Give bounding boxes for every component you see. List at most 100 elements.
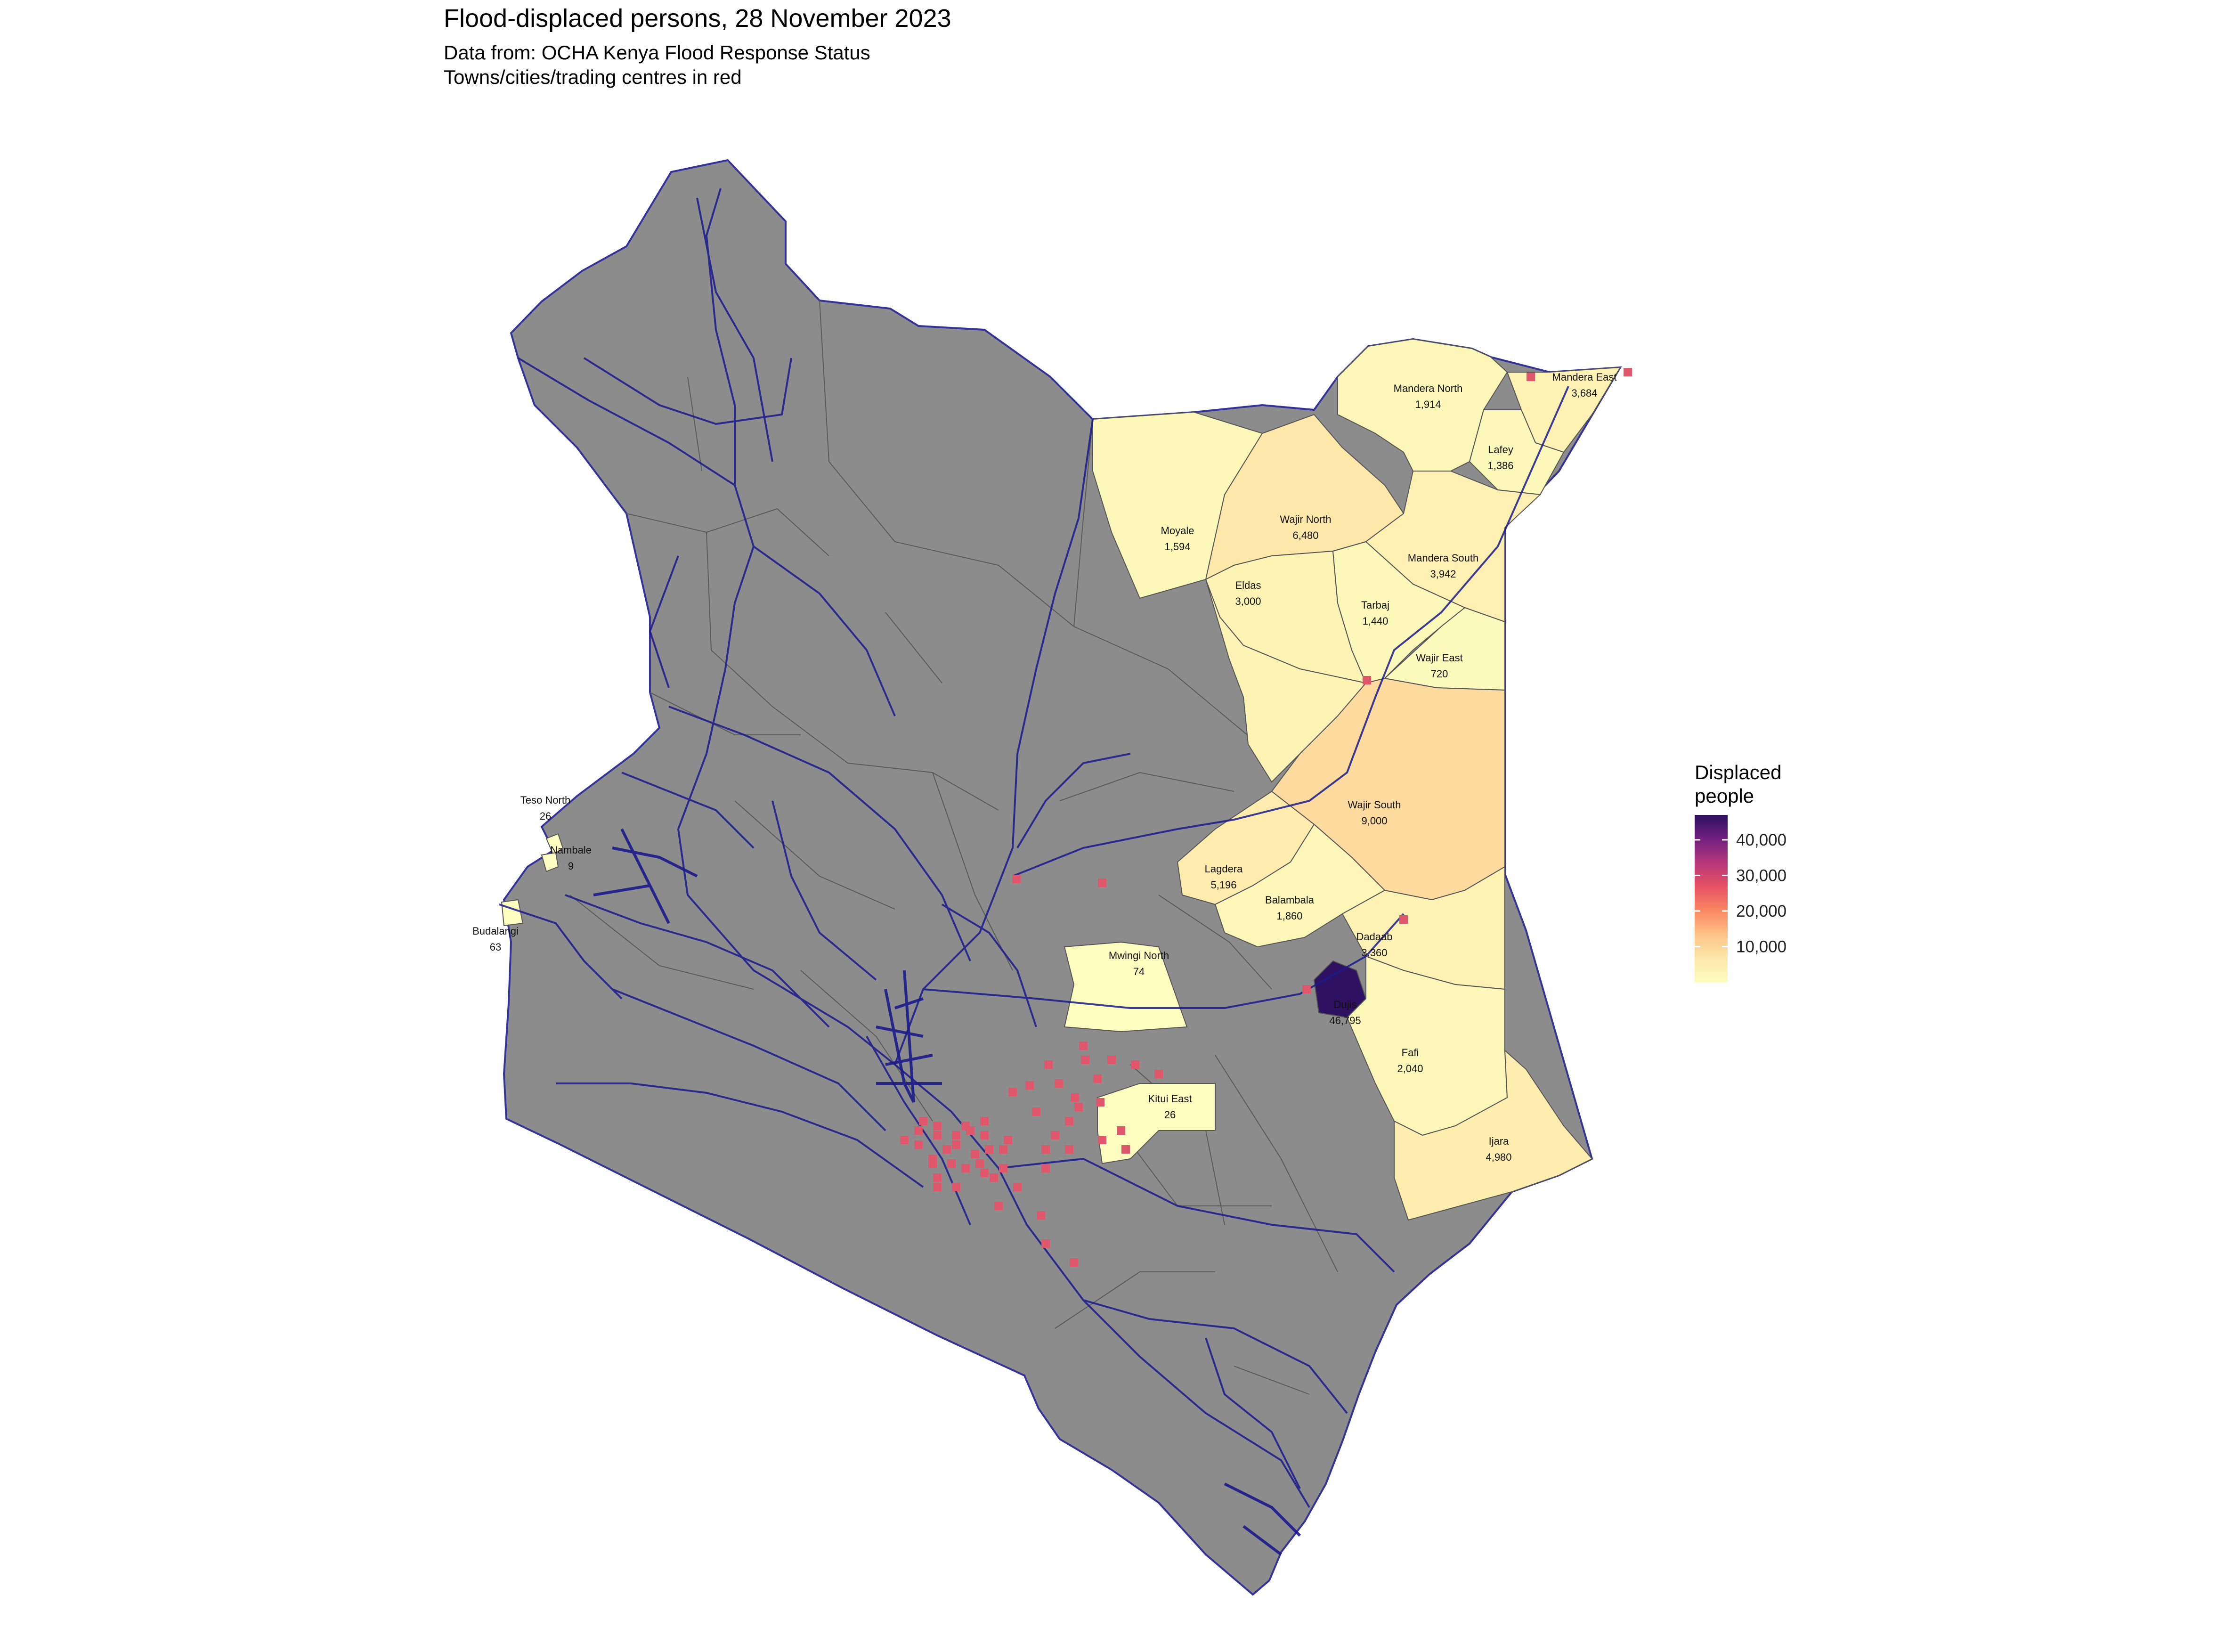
map-subtitle: Data from: OCHA Kenya Flood Response Sta… <box>444 41 870 90</box>
town-marker <box>1041 1239 1050 1248</box>
area-value-wajir-south: 9,000 <box>1361 815 1387 827</box>
town-marker <box>1154 1070 1163 1078</box>
town-marker <box>1041 1164 1050 1172</box>
area-nambale <box>541 852 559 872</box>
town-marker <box>1044 1060 1053 1069</box>
town-marker <box>985 1145 993 1154</box>
town-marker <box>1096 1098 1104 1107</box>
town-marker <box>942 1145 951 1154</box>
town-marker <box>999 1164 1007 1172</box>
area-tarbaj <box>1332 541 1466 684</box>
town-marker <box>933 1173 942 1182</box>
area-value-teso-north: 26 <box>540 810 551 822</box>
area-value-dadaab: 3,360 <box>1361 947 1387 959</box>
area-label-balambala: Balambala <box>1265 894 1315 906</box>
town-marker <box>1363 676 1371 684</box>
road-network <box>499 188 1569 1508</box>
affected-areas <box>501 338 1621 1221</box>
legend-colorbar <box>1695 815 1728 982</box>
area-label-budalangi: Budalangi <box>472 925 519 937</box>
area-value-mandera-north: 1,914 <box>1415 399 1441 410</box>
area-value-budalangi: 63 <box>490 941 501 953</box>
area-value-balambala: 1,860 <box>1276 910 1302 922</box>
road-dense-cluster <box>593 828 1301 1556</box>
town-marker <box>919 1117 927 1125</box>
area-value-mwingi-north: 74 <box>1133 966 1145 977</box>
area-label-eldas: Eldas <box>1235 579 1261 591</box>
area-label-mandera-north: Mandera North <box>1394 382 1463 394</box>
town-marker <box>1025 1081 1034 1090</box>
town-marker <box>1093 1074 1102 1083</box>
area-label-wajir-south: Wajir South <box>1348 799 1401 811</box>
town-marker <box>961 1164 970 1172</box>
area-label-moyale: Moyale <box>1161 525 1194 537</box>
area-value-eldas: 3,000 <box>1235 595 1261 607</box>
town-marker <box>1012 875 1021 883</box>
area-label-mandera-south: Mandera South <box>1408 552 1478 564</box>
area-label-wajir-north: Wajir North <box>1280 513 1331 525</box>
town-marker <box>1051 1131 1059 1139</box>
area-ijara <box>1394 1049 1593 1221</box>
town-marker <box>1527 373 1535 381</box>
town-marker <box>1070 1258 1078 1267</box>
town-marker <box>975 1159 984 1168</box>
town-marker <box>994 1202 1003 1210</box>
area-value-lafey: 1,386 <box>1487 460 1513 472</box>
legend: Displaced people 40,000 30,000 20,000 10,00… <box>1695 761 1786 982</box>
legend-tick-label: 10,000 <box>1736 937 1786 956</box>
legend-ticks: 40,000 30,000 20,000 10,000 <box>1695 831 1786 956</box>
town-marker <box>933 1122 942 1130</box>
town-marker <box>980 1131 989 1139</box>
area-label-dujis: Dujis <box>1334 999 1357 1010</box>
town-marker <box>933 1131 942 1139</box>
town-marker <box>1037 1211 1045 1220</box>
area-label-lafey: Lafey <box>1488 444 1513 456</box>
area-value-wajir-north: 6,480 <box>1292 529 1318 541</box>
town-marker <box>961 1122 970 1130</box>
area-label-teso-north: Teso North <box>520 794 570 806</box>
legend-title-line-1: Displaced <box>1695 761 1781 783</box>
town-marker <box>1399 915 1408 924</box>
legend-tick-label: 20,000 <box>1736 902 1786 920</box>
area-label-tarbaj: Tarbaj <box>1361 599 1389 611</box>
area-label-mandera-east: Mandera East <box>1552 371 1617 383</box>
area-value-kitui-east: 26 <box>1164 1109 1176 1121</box>
town-marker <box>952 1131 960 1139</box>
area-label-mwingi-north: Mwingi North <box>1109 950 1169 961</box>
town-marker <box>900 1136 909 1144</box>
area-value-mandera-east: 3,684 <box>1571 387 1597 399</box>
area-label-wajir-east: Wajir East <box>1416 652 1462 664</box>
town-marker <box>1071 1093 1079 1102</box>
town-marker <box>980 1169 989 1177</box>
town-marker <box>914 1140 923 1149</box>
area-value-dujis: 46,795 <box>1329 1015 1361 1026</box>
town-marker <box>990 1173 998 1182</box>
area-value-wajir-east: 720 <box>1431 668 1448 680</box>
town-marker <box>928 1159 937 1168</box>
area-value-lagdera: 5,196 <box>1210 879 1236 891</box>
subtitle-line-source: Data from: OCHA Kenya Flood Response Sta… <box>444 41 870 64</box>
area-teso-north <box>545 833 564 856</box>
town-marker <box>1107 1056 1116 1064</box>
area-value-fafi: 2,040 <box>1397 1063 1423 1074</box>
town-marker <box>1041 1145 1050 1154</box>
area-value-nambale: 9 <box>568 860 574 872</box>
area-labels: Mandera North 1,914 Mandera East 3,684 Lafey… <box>472 371 1616 1163</box>
legend-title-line-2: people <box>1695 785 1754 807</box>
town-marker <box>1624 368 1632 376</box>
area-lafey <box>1469 409 1565 496</box>
area-mwingi-north <box>1064 941 1188 1033</box>
town-marker <box>1065 1117 1073 1125</box>
town-marker <box>952 1140 960 1149</box>
area-label-dadaab: Dadaab <box>1356 931 1392 943</box>
area-value-ijara: 4,980 <box>1486 1151 1511 1163</box>
area-value-mandera-south: 3,942 <box>1430 568 1456 580</box>
town-marker <box>914 1126 923 1135</box>
town-marker <box>999 1145 1007 1154</box>
town-marker <box>980 1117 989 1125</box>
town-marker <box>1008 1088 1017 1096</box>
town-marker <box>1121 1145 1130 1154</box>
town-marker <box>1004 1136 1012 1144</box>
town-marker <box>1032 1107 1040 1116</box>
